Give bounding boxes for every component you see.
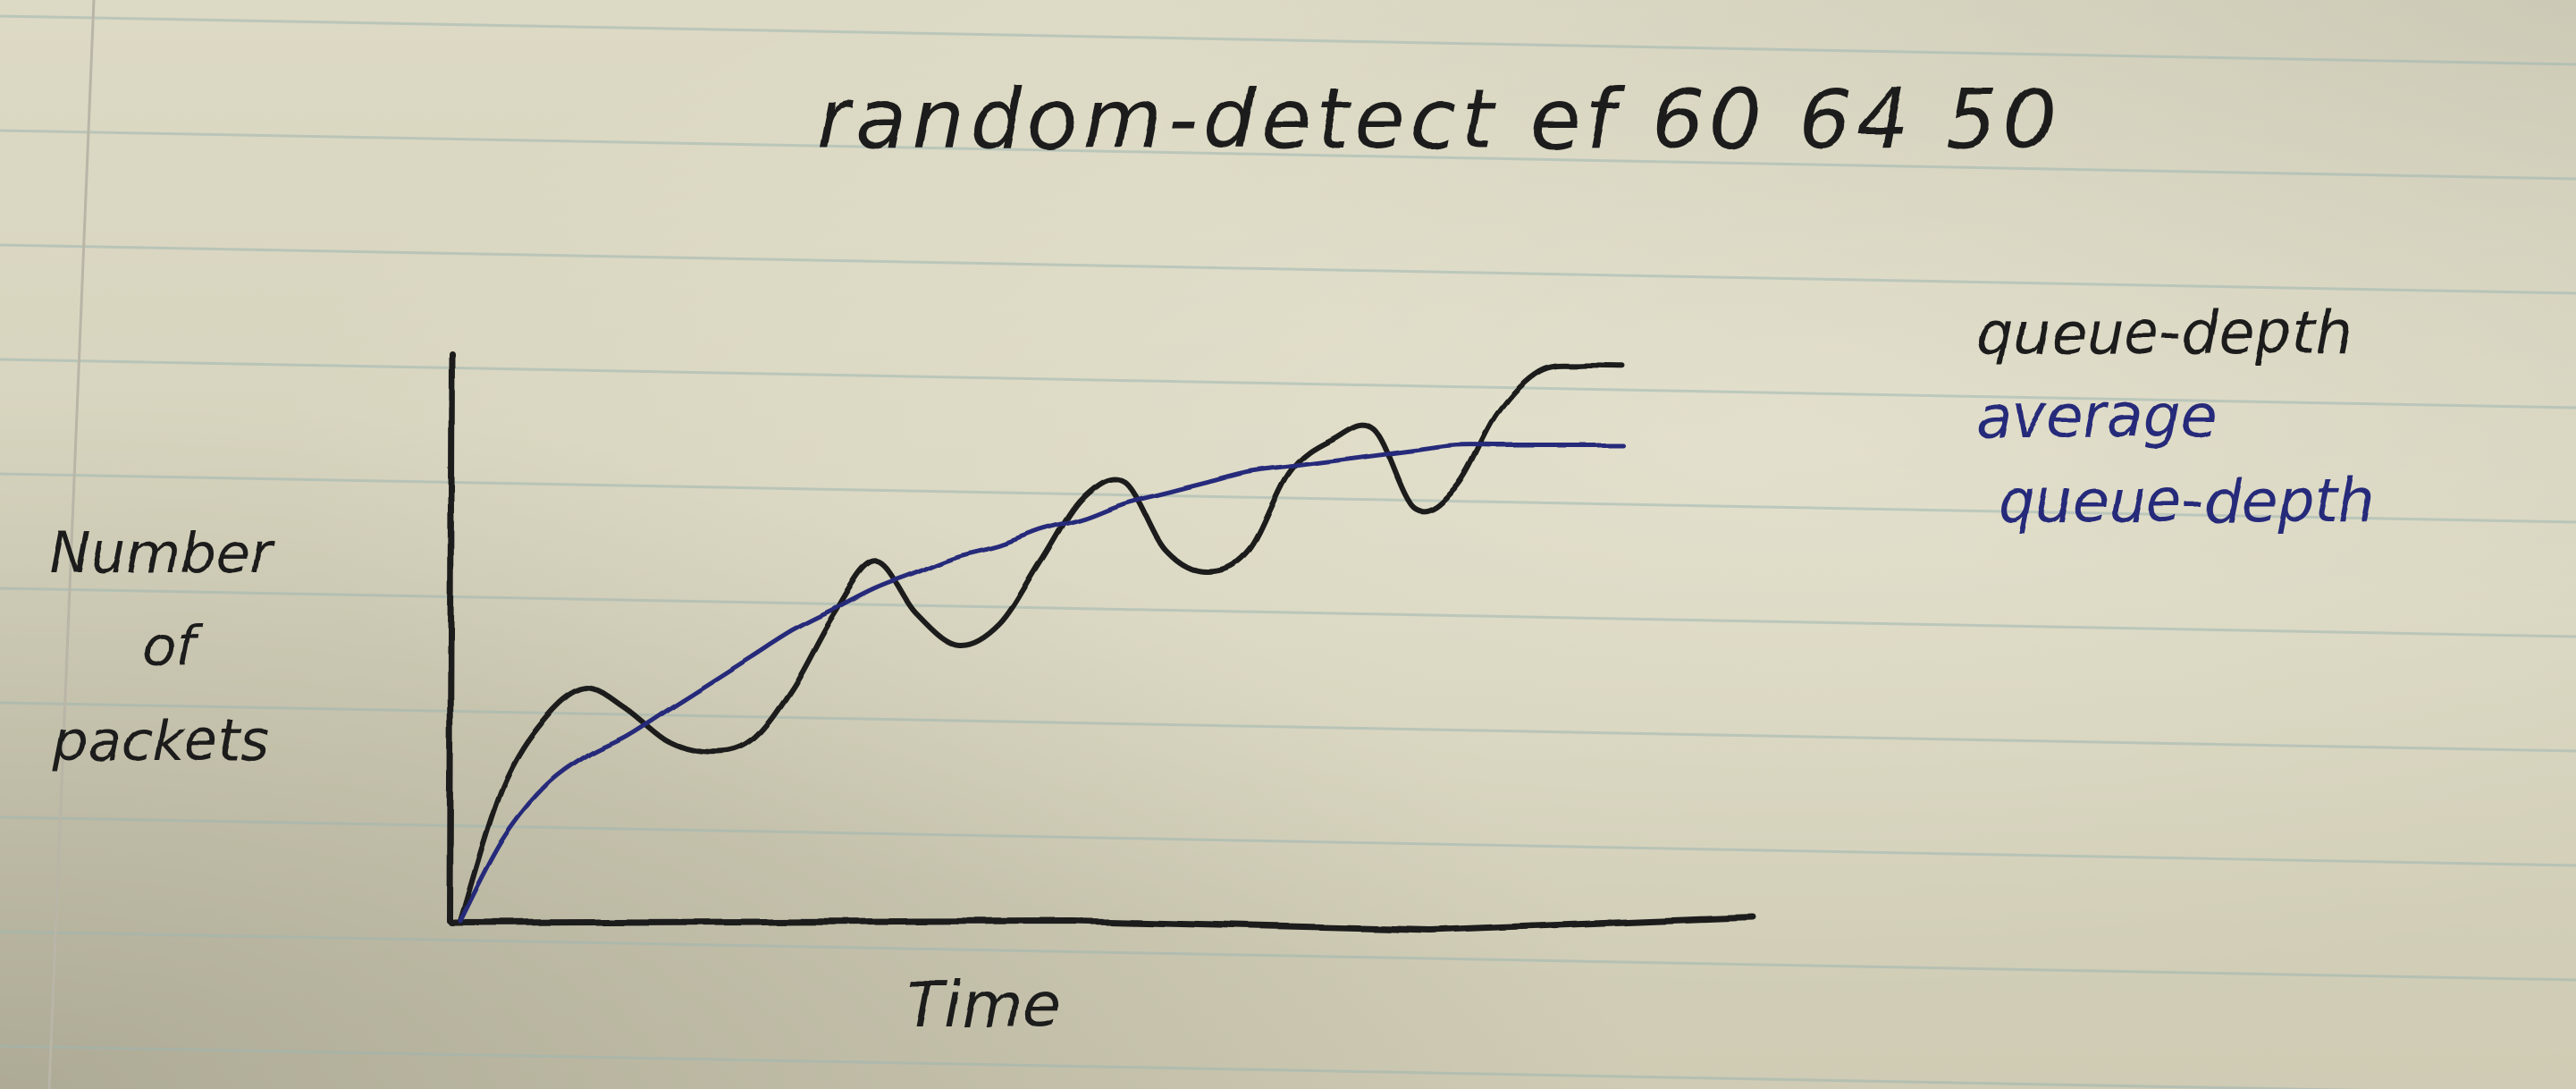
ruled-line	[0, 14, 2576, 66]
legend-label-line: average	[1975, 382, 2217, 451]
legend-label-line: queue-depth	[1975, 299, 2353, 367]
notebook-margin-line	[47, 0, 96, 1089]
x-axis-line	[448, 914, 1757, 933]
ruled-line	[0, 1044, 2337, 1089]
x-axis-label: Time	[905, 968, 1060, 1042]
legend: queue-depth average queue-depth	[1975, 299, 2376, 536]
y-axis-label-line: packets	[52, 708, 269, 773]
legend-label: queue-depth	[1975, 299, 2353, 367]
ruled-line	[0, 587, 2576, 638]
chart-axes	[446, 350, 1757, 933]
ruled-line	[0, 930, 2576, 982]
legend-label-line: queue-depth	[1998, 467, 2376, 536]
ruled-line	[0, 243, 2576, 295]
ruled-line	[0, 701, 2576, 753]
y-axis-label: Number of packets	[50, 520, 290, 773]
ruled-line	[0, 815, 2576, 867]
series-line-1	[458, 442, 1625, 924]
series-layer	[458, 362, 1625, 924]
y-axis-label-line: Number	[50, 520, 276, 586]
chart-title: random-detect ef 60 64 50	[817, 72, 2061, 167]
legend-label: average queue-depth	[1975, 382, 2376, 536]
y-axis-label-line: of	[143, 614, 204, 680]
y-axis-line	[446, 350, 455, 924]
